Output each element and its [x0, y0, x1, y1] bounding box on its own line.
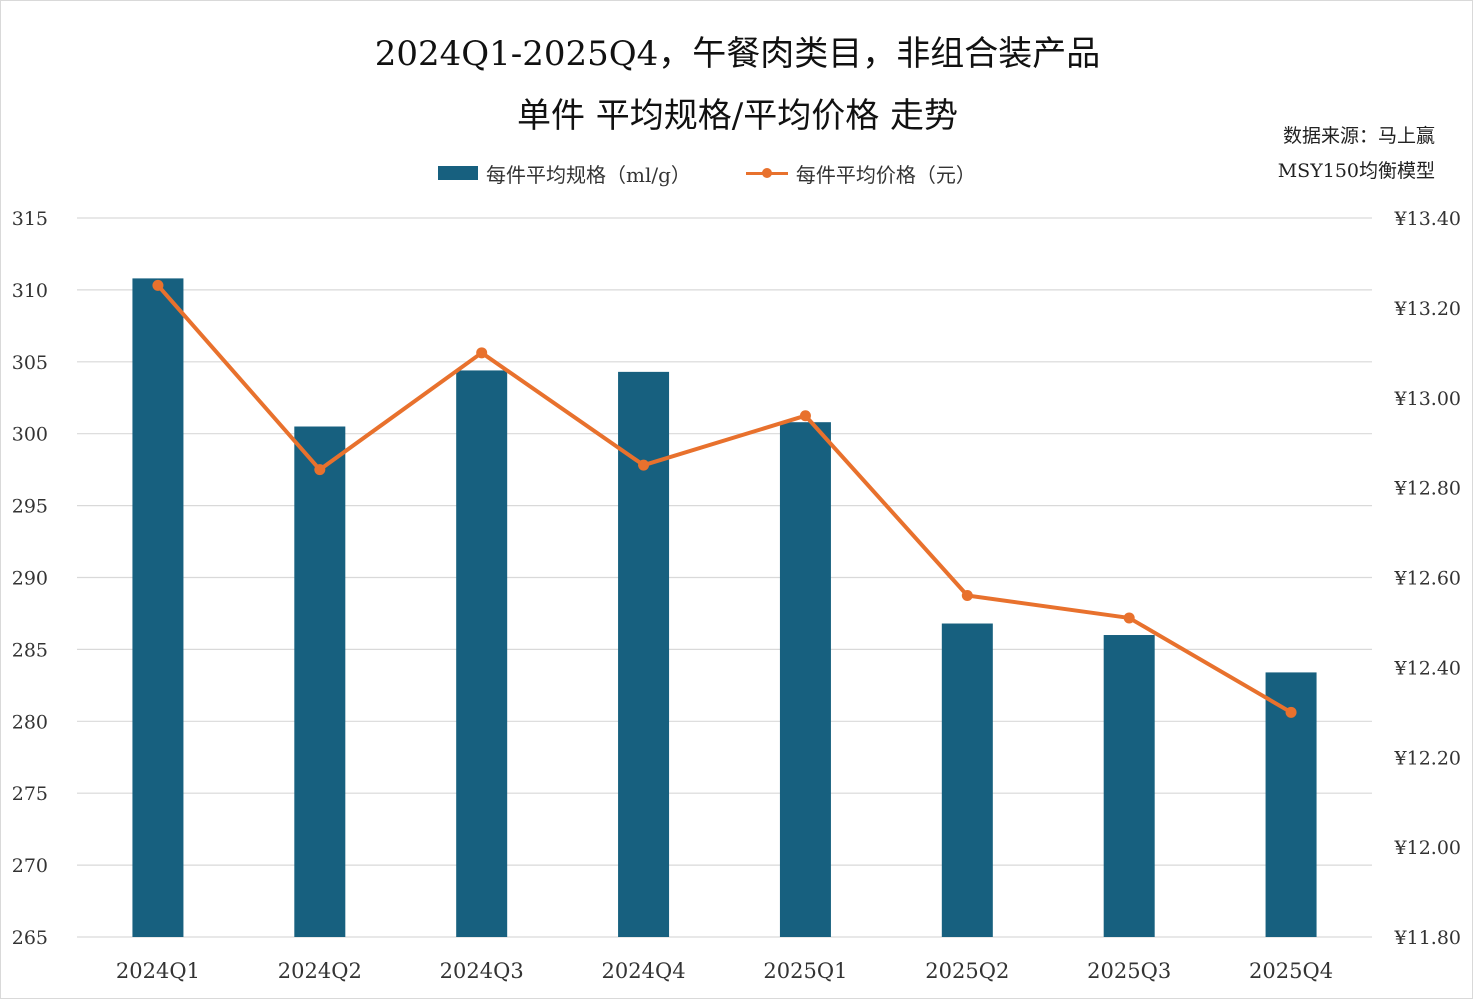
legend: 每件平均规格（ml/g） 每件平均价格（元） [438, 159, 1031, 187]
y-left-tick-label: 285 [12, 639, 48, 661]
y-right-tick-label: ¥11.80 [1394, 927, 1461, 949]
line-point [152, 279, 164, 291]
y-right-tick-label: ¥13.40 [1394, 208, 1461, 230]
line-point [1285, 706, 1297, 718]
bar [941, 623, 993, 937]
y-right-tick-label: ¥12.20 [1394, 747, 1461, 769]
chart-title: 2024Q1-2025Q4，午餐肉类目，非组合装产品 [374, 34, 1101, 74]
y-right-tick-label: ¥12.40 [1394, 657, 1461, 679]
x-tick-label: 2024Q2 [278, 959, 362, 983]
line-point [1123, 612, 1135, 624]
x-tick-label: 2025Q3 [1087, 959, 1171, 983]
bar [132, 278, 184, 937]
legend-line-swatch [745, 166, 788, 180]
bar [456, 370, 508, 938]
y-left-tick-label: 310 [12, 280, 48, 302]
y-right-tick-label: ¥12.80 [1394, 478, 1461, 500]
y-left-tick-label: 265 [12, 927, 48, 949]
data-source-label: 数据来源：马上赢 [1282, 125, 1435, 147]
x-tick-label: 2025Q1 [763, 959, 847, 983]
y-right-tick-label: ¥13.00 [1394, 388, 1461, 410]
bar [618, 371, 670, 938]
y-left-tick-label: 305 [12, 352, 48, 374]
x-tick-label: 2025Q4 [1249, 959, 1333, 983]
y-left-tick-label: 275 [12, 783, 48, 805]
bar [779, 422, 831, 937]
x-tick-label: 2024Q1 [116, 959, 200, 983]
y-left-tick-label: 315 [12, 208, 48, 230]
line-point [638, 459, 650, 471]
legend-item-price: 每件平均价格（元） [745, 159, 976, 188]
data-source-model: MSY150均衡模型 [1277, 160, 1435, 182]
x-tick-label: 2025Q2 [925, 959, 1009, 983]
bar [294, 426, 346, 937]
line-point [961, 589, 973, 601]
series-line-price [156, 284, 1293, 715]
bar [1103, 635, 1155, 937]
y-left-tick-label: 300 [12, 424, 48, 446]
y-left-tick-label: 270 [12, 855, 48, 877]
legend-label-spec: 每件平均规格（ml/g） [486, 162, 691, 187]
line-point [476, 347, 488, 359]
y-left-tick-label: 295 [12, 496, 48, 518]
y-left-tick-label: 290 [12, 568, 48, 590]
x-tick-label: 2024Q3 [440, 959, 524, 983]
legend-item-spec: 每件平均规格（ml/g） [438, 159, 691, 188]
y-right-tick-label: ¥12.00 [1394, 837, 1461, 859]
y-right-tick-label: ¥13.20 [1394, 298, 1461, 320]
x-tick-label: 2024Q4 [602, 959, 686, 983]
y-left-tick-label: 280 [12, 711, 48, 733]
chart-subtitle: 单件 平均规格/平均价格 走势 [516, 96, 959, 136]
line-point [314, 464, 326, 476]
line-point [799, 410, 811, 422]
legend-bar-swatch [438, 166, 478, 180]
y-right-tick-label: ¥12.60 [1394, 568, 1461, 590]
legend-label-price: 每件平均价格（元） [795, 162, 976, 187]
